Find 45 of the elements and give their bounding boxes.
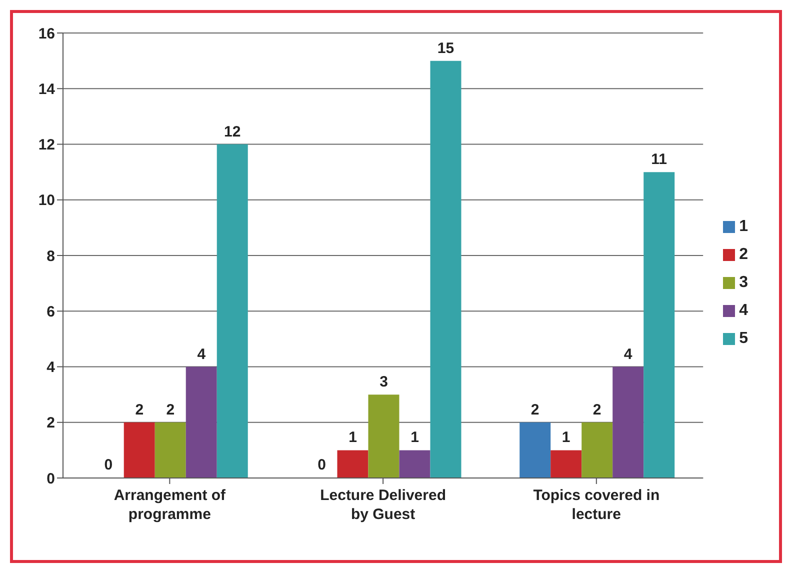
y-tick-label: 8 <box>46 248 55 265</box>
bar <box>154 422 186 478</box>
y-tick-label: 0 <box>46 470 55 488</box>
data-label: 2 <box>592 401 602 418</box>
y-tick-label: 14 <box>38 80 56 98</box>
data-label: 2 <box>135 401 144 418</box>
data-label: 3 <box>380 374 388 391</box>
legend-label: 1 <box>739 218 748 235</box>
y-tick-label: 2 <box>46 414 55 432</box>
bar <box>216 144 248 478</box>
data-label: 1 <box>410 429 419 446</box>
data-label: 0 <box>104 456 113 474</box>
data-label: 2 <box>166 401 175 418</box>
data-label: 1 <box>562 429 570 446</box>
bar <box>186 366 217 478</box>
bar <box>124 422 155 478</box>
bar <box>399 450 430 478</box>
bar <box>612 366 644 478</box>
data-label: 11 <box>651 151 668 168</box>
y-tick-label: 4 <box>46 359 56 376</box>
data-label: 1 <box>348 429 357 446</box>
bar <box>520 422 551 478</box>
x-tick-label: Arrangement of programme <box>114 487 227 523</box>
y-tick-label: 12 <box>38 136 55 154</box>
x-tick-label: Lecture Delivered by Guest <box>320 487 446 523</box>
legend-label: 2 <box>739 246 748 263</box>
data-label: 4 <box>624 346 633 363</box>
data-label: 2 <box>530 401 540 418</box>
data-label: 0 <box>318 456 326 474</box>
legend-label: 5 <box>739 330 748 347</box>
bar <box>368 394 400 478</box>
legend-label: 4 <box>739 302 748 319</box>
bar <box>430 60 462 478</box>
bar <box>550 450 582 478</box>
data-label: 4 <box>197 346 206 363</box>
y-tick-label: 6 <box>46 303 55 320</box>
x-tick-label: Topics covered in lecture <box>533 487 660 523</box>
bar <box>644 172 675 478</box>
bar <box>337 450 368 478</box>
y-tick-label: 16 <box>38 25 55 42</box>
data-label: 12 <box>224 123 241 140</box>
bar <box>582 422 613 478</box>
legend-label: 3 <box>739 274 748 291</box>
data-label: 15 <box>437 40 454 57</box>
y-tick-label: 10 <box>38 192 55 210</box>
